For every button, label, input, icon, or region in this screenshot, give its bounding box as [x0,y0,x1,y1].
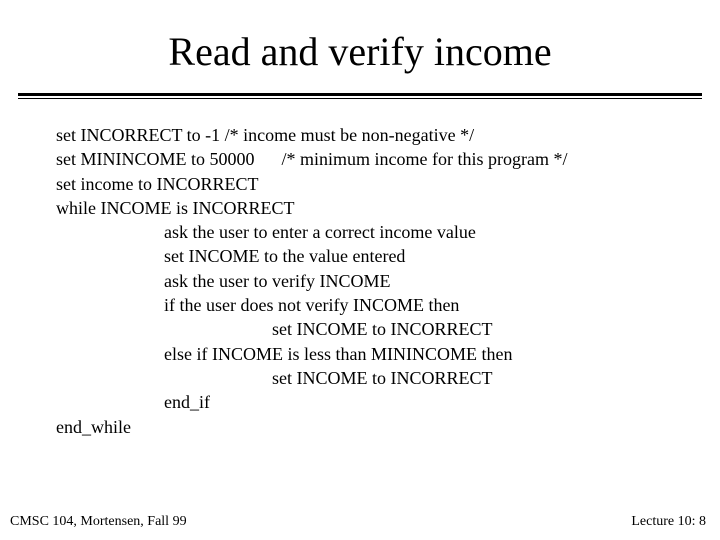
slide-title: Read and verify income [0,0,720,93]
pseudocode-line: set INCORRECT to -1 /* income must be no… [56,123,684,147]
pseudocode-line: ask the user to verify INCOME [56,269,684,293]
pseudocode-line: set income to INCORRECT [56,172,684,196]
footer-left: CMSC 104, Mortensen, Fall 99 [10,514,187,530]
slide-body: set INCORRECT to -1 /* income must be no… [0,99,720,439]
footer-right: Lecture 10: 8 [631,514,706,530]
pseudocode-line: end_while [56,415,684,439]
slide: Read and verify income set INCORRECT to … [0,0,720,540]
pseudocode-line: if the user does not verify INCOME then [56,293,684,317]
pseudocode-line: set INCOME to INCORRECT [56,366,684,390]
pseudocode-line: set MININCOME to 50000 /* minimum income… [56,147,684,171]
pseudocode-line: set INCOME to INCORRECT [56,317,684,341]
title-rule-thick [18,93,702,96]
pseudocode-line: while INCOME is INCORRECT [56,196,684,220]
pseudocode-line: ask the user to enter a correct income v… [56,220,684,244]
pseudocode-line: set INCOME to the value entered [56,244,684,268]
pseudocode-line: end_if [56,390,684,414]
pseudocode-line: else if INCOME is less than MININCOME th… [56,342,684,366]
